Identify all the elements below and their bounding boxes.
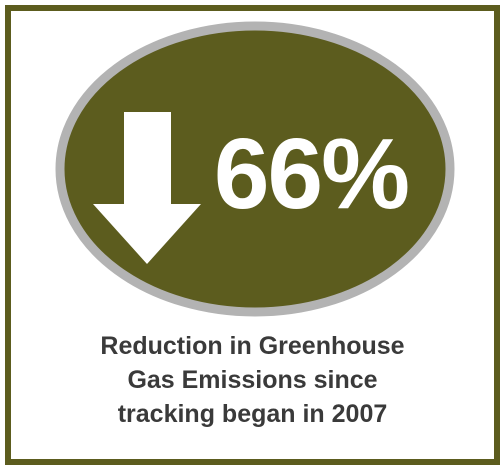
caption-line: Reduction in Greenhouse xyxy=(100,332,405,360)
caption-line: Gas Emissions since xyxy=(127,366,378,394)
arrow-down-icon xyxy=(93,112,201,264)
stat-caption: Reduction in Greenhouse Gas Emissions si… xyxy=(31,329,474,431)
stat-card: 66% Reduction in Greenhouse Gas Emission… xyxy=(5,5,500,465)
caption-line: tracking began in 2007 xyxy=(117,400,388,428)
stat-badge xyxy=(55,21,455,317)
stat-value: 66% xyxy=(213,118,410,230)
